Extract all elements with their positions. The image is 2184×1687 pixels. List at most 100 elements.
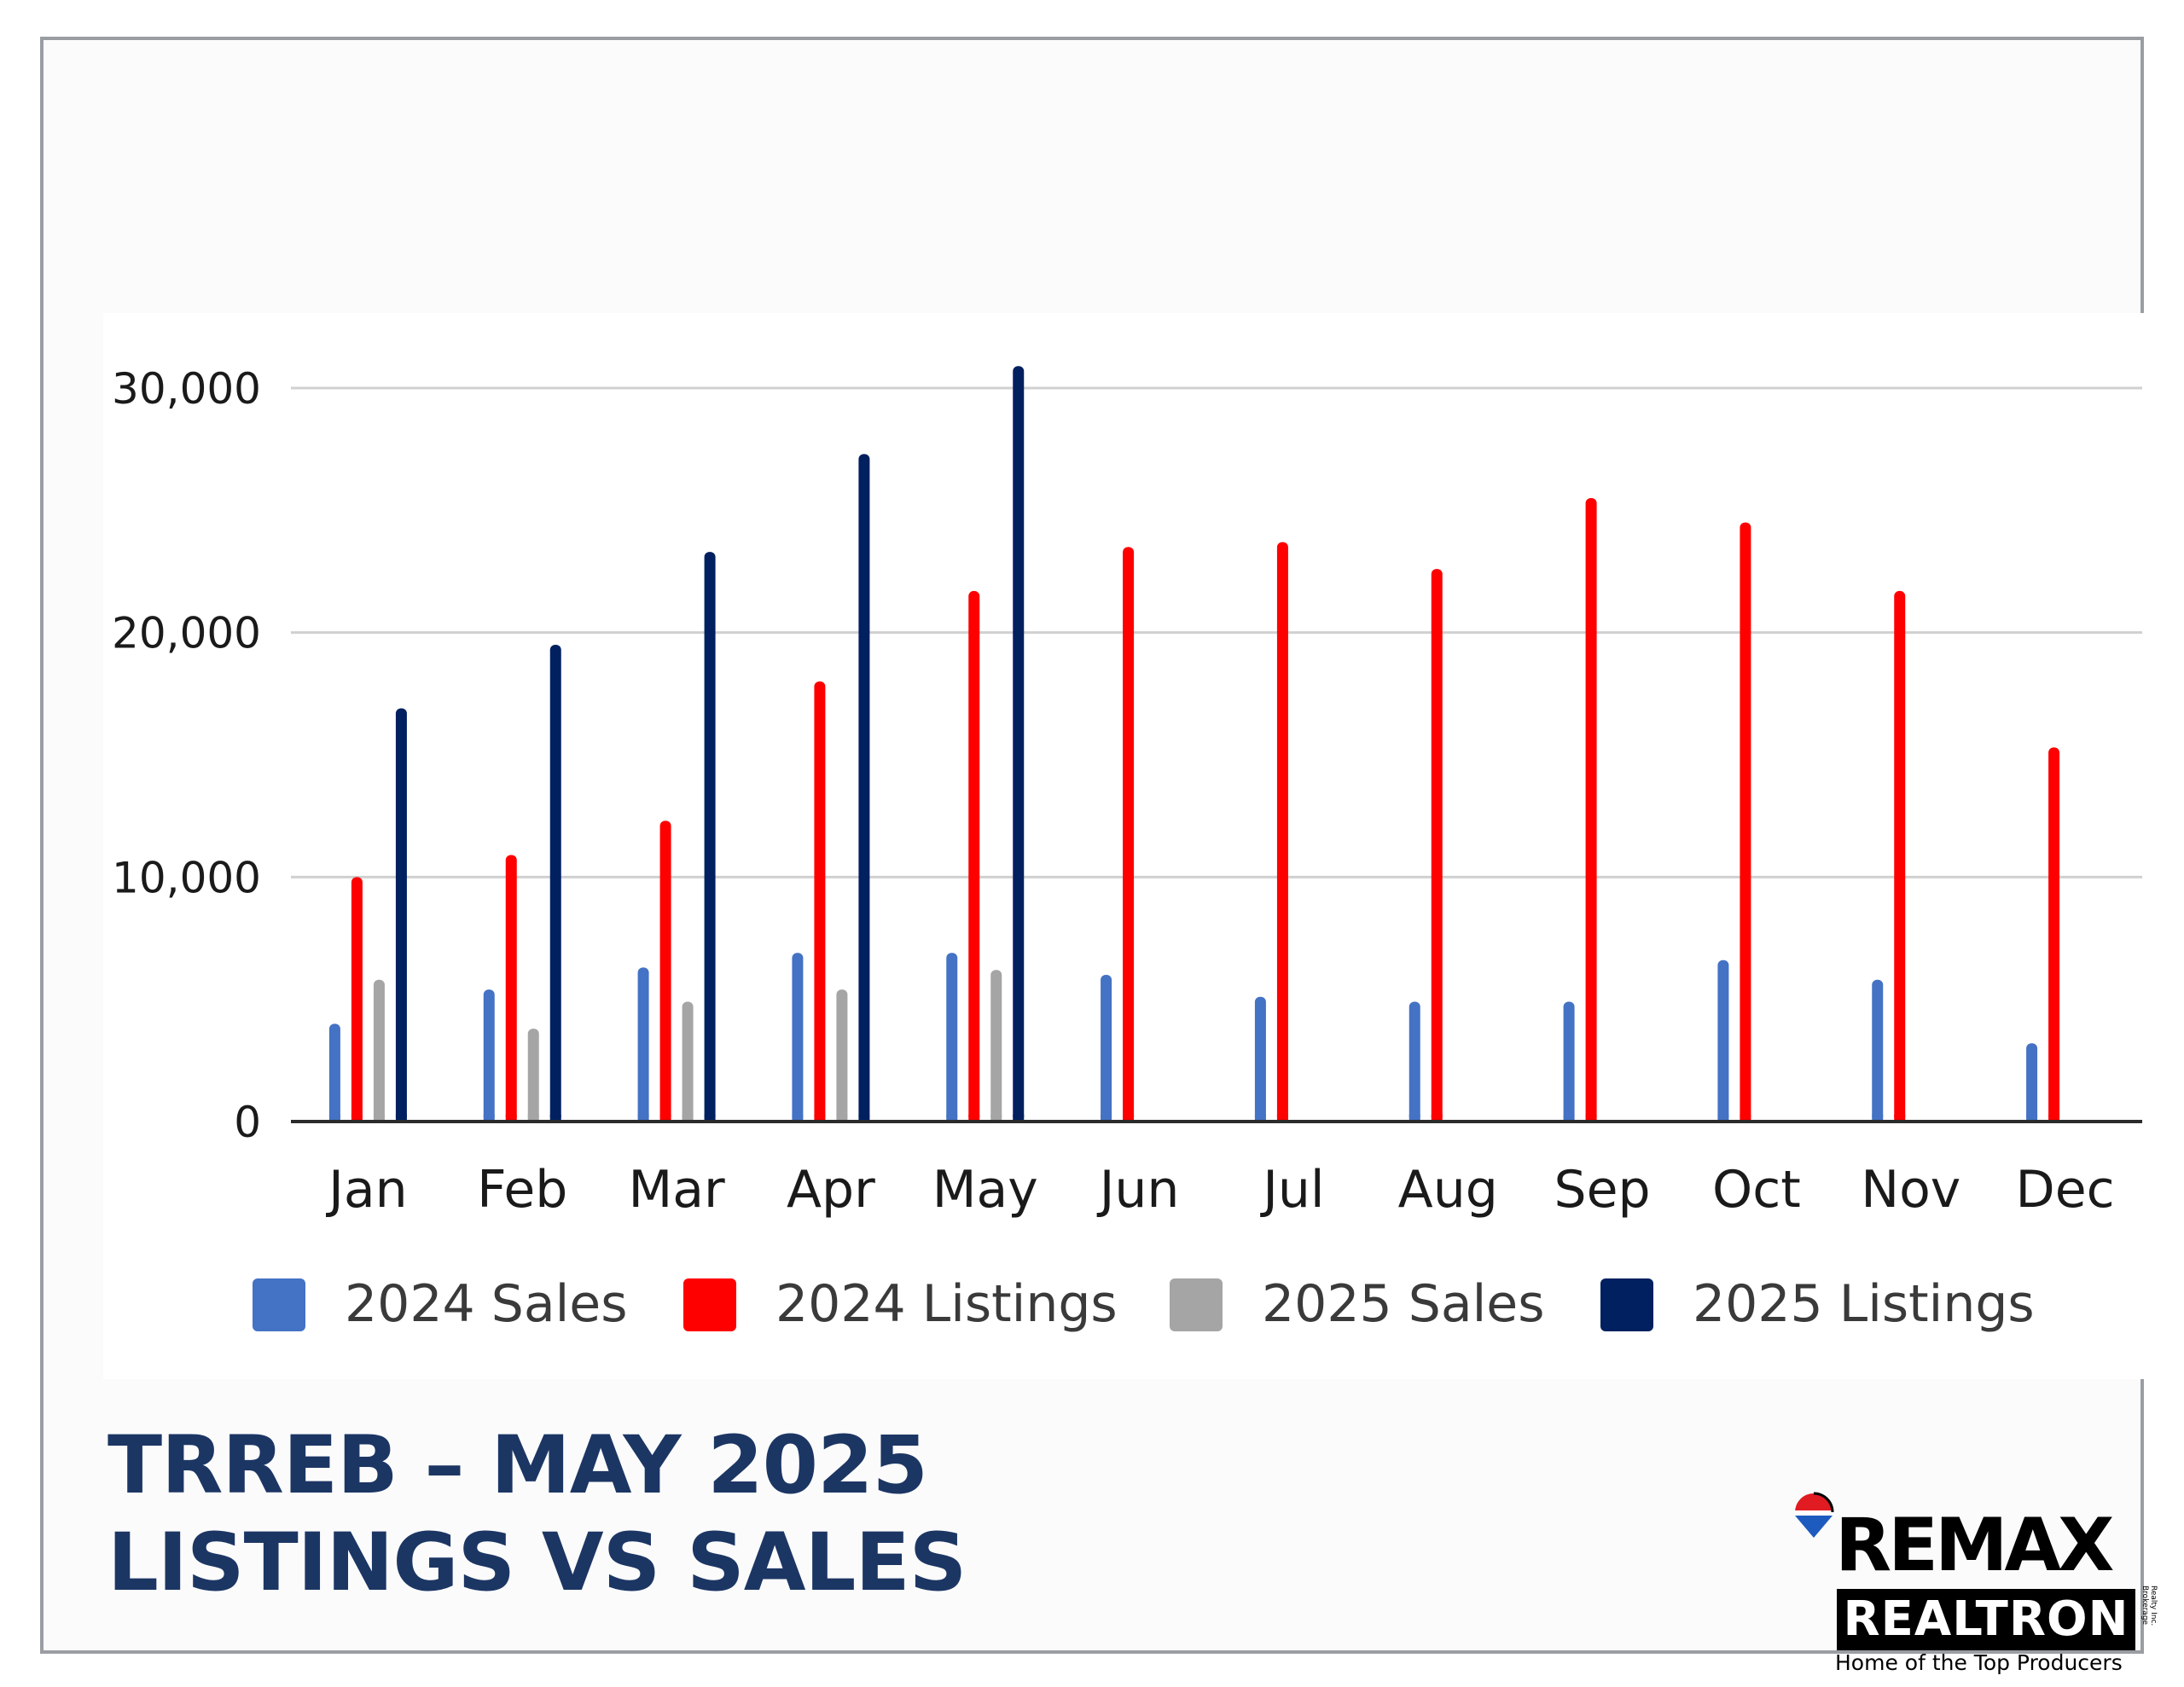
logo-name: REALTRON [1837,1589,2135,1650]
bar-base [351,1115,363,1122]
bar-base [1894,1115,1906,1122]
x-tick-label: Oct [1712,1160,1801,1220]
bar-2024-sales [1409,1001,1420,1122]
bar-base [792,1115,804,1122]
bar-2024-listings [968,590,980,1122]
bar-2025-sales [527,1029,539,1122]
legend-swatch [1600,1278,1653,1331]
title-line-2: LISTINGS VS SALES [107,1516,967,1609]
bar-2024-listings [2048,747,2060,1122]
chart-panel: 0 10,000 20,000 30,000 Jan Feb Mar Apr May Jun Jul… [103,313,2168,1379]
bar-base [1123,1115,1135,1122]
listings-vs-sales-chart: 0 10,000 20,000 30,000 Jan Feb Mar Apr May Jun Jul… [112,364,2142,1334]
bar-base [1409,1115,1420,1122]
bar-2024-listings [814,681,826,1122]
legend-label: 2025 Listings [1693,1274,2035,1334]
balloon-icon [1795,1492,1834,1538]
bar-2024-listings [1894,590,1906,1122]
bar-2025-listings [549,645,561,1122]
logo-wordmark: REMAX [1835,1503,2114,1588]
x-tick-label: Feb [477,1160,567,1220]
y-tick-label: 20,000 [112,609,261,658]
bar-2025-sales [373,979,385,1122]
bar-2025-listings [858,454,870,1122]
logo-fine-print: Realty Inc. Brokerage [2140,1586,2158,1626]
bar-base [814,1115,826,1122]
bar-base [659,1115,671,1122]
bar-2025-sales [836,989,848,1122]
bar-base [946,1115,958,1122]
bar-base [1717,1115,1729,1122]
legend-swatch [1170,1278,1223,1331]
x-tick-label: Jun [1096,1160,1180,1220]
bar-2024-sales [946,953,958,1122]
legend-swatch [253,1278,305,1331]
x-tick-label: Aug [1398,1160,1498,1220]
bar-2024-sales [1717,959,1729,1122]
bar-2024-sales [1101,975,1112,1122]
bar-base [968,1115,980,1122]
bar-2025-listings [1013,366,1025,1122]
bar-2024-sales [2026,1043,2038,1122]
bar-base [395,1115,407,1122]
title-line-1: TRREB – MAY 2025 [107,1419,928,1512]
bar-2024-sales [1563,1001,1575,1122]
bar-base [1872,1115,1884,1122]
bar-base [2048,1115,2060,1122]
bar-base [1101,1115,1112,1122]
bar-base [1276,1115,1288,1122]
bar-base [483,1115,495,1122]
bar-2024-listings [505,855,517,1122]
x-tick-label: Nov [1861,1160,1960,1220]
x-tick-label: Jan [325,1160,408,1220]
bar-2024-listings [1123,547,1135,1122]
bar-2024-sales [483,989,495,1122]
bar-2025-sales [990,970,1002,1122]
bar-base [682,1115,694,1122]
bar-2024-listings [351,877,363,1122]
bar-2025-listings [395,708,407,1122]
bar-2024-sales [1254,996,1266,1122]
bar-2024-listings [1276,542,1288,1122]
bar-base [328,1115,340,1122]
bar-2024-sales [1872,979,1884,1122]
bar-base [527,1115,539,1122]
bar-base [1563,1115,1575,1122]
x-tick-label: Dec [2016,1160,2115,1220]
bar-base [373,1115,385,1122]
x-tick-label: Jul [1259,1160,1324,1220]
logo-tagline: Home of the Top Producers [1835,1650,2123,1675]
bar-2024-sales [792,953,804,1122]
bar-base [505,1115,517,1122]
x-tick-label: Sep [1554,1160,1651,1220]
bar-base [1431,1115,1443,1122]
bar-base [549,1115,561,1122]
bar-2025-listings [704,552,716,1122]
legend-label: 2025 Sales [1262,1274,1544,1334]
x-tick-label: Apr [787,1160,875,1220]
page-title: TRREB – MAY 2025 LISTINGS VS SALES [107,1417,967,1612]
bar-base [1013,1115,1025,1122]
bar-2024-listings [1431,569,1443,1122]
bar-2025-sales [682,1001,694,1122]
remax-realtron-logo: REMAX REALTRON Realty Inc. Brokerage Hom… [1784,1490,2168,1675]
infographic-frame: 0 10,000 20,000 30,000 Jan Feb Mar Apr May Jun Jul… [40,37,2168,1675]
bar-base [1254,1115,1266,1122]
y-tick-label: 0 [234,1098,261,1147]
bar-2024-listings [659,820,671,1122]
bar-base [858,1115,870,1122]
bar-2024-listings [1740,522,1751,1122]
x-tick-label: Mar [628,1160,725,1220]
x-tick-label: May [932,1160,1038,1220]
legend-label: 2024 Sales [345,1274,627,1334]
bar-base [836,1115,848,1122]
bar-base [1740,1115,1751,1122]
legend-label: 2024 Listings [775,1274,1118,1334]
bar-2024-sales [637,967,649,1122]
bar-base [2026,1115,2038,1122]
bar-base [1585,1115,1597,1122]
bar-2024-listings [1585,498,1597,1122]
bar-base [704,1115,716,1122]
bar-2024-sales [328,1023,340,1122]
legend-swatch [683,1278,736,1331]
